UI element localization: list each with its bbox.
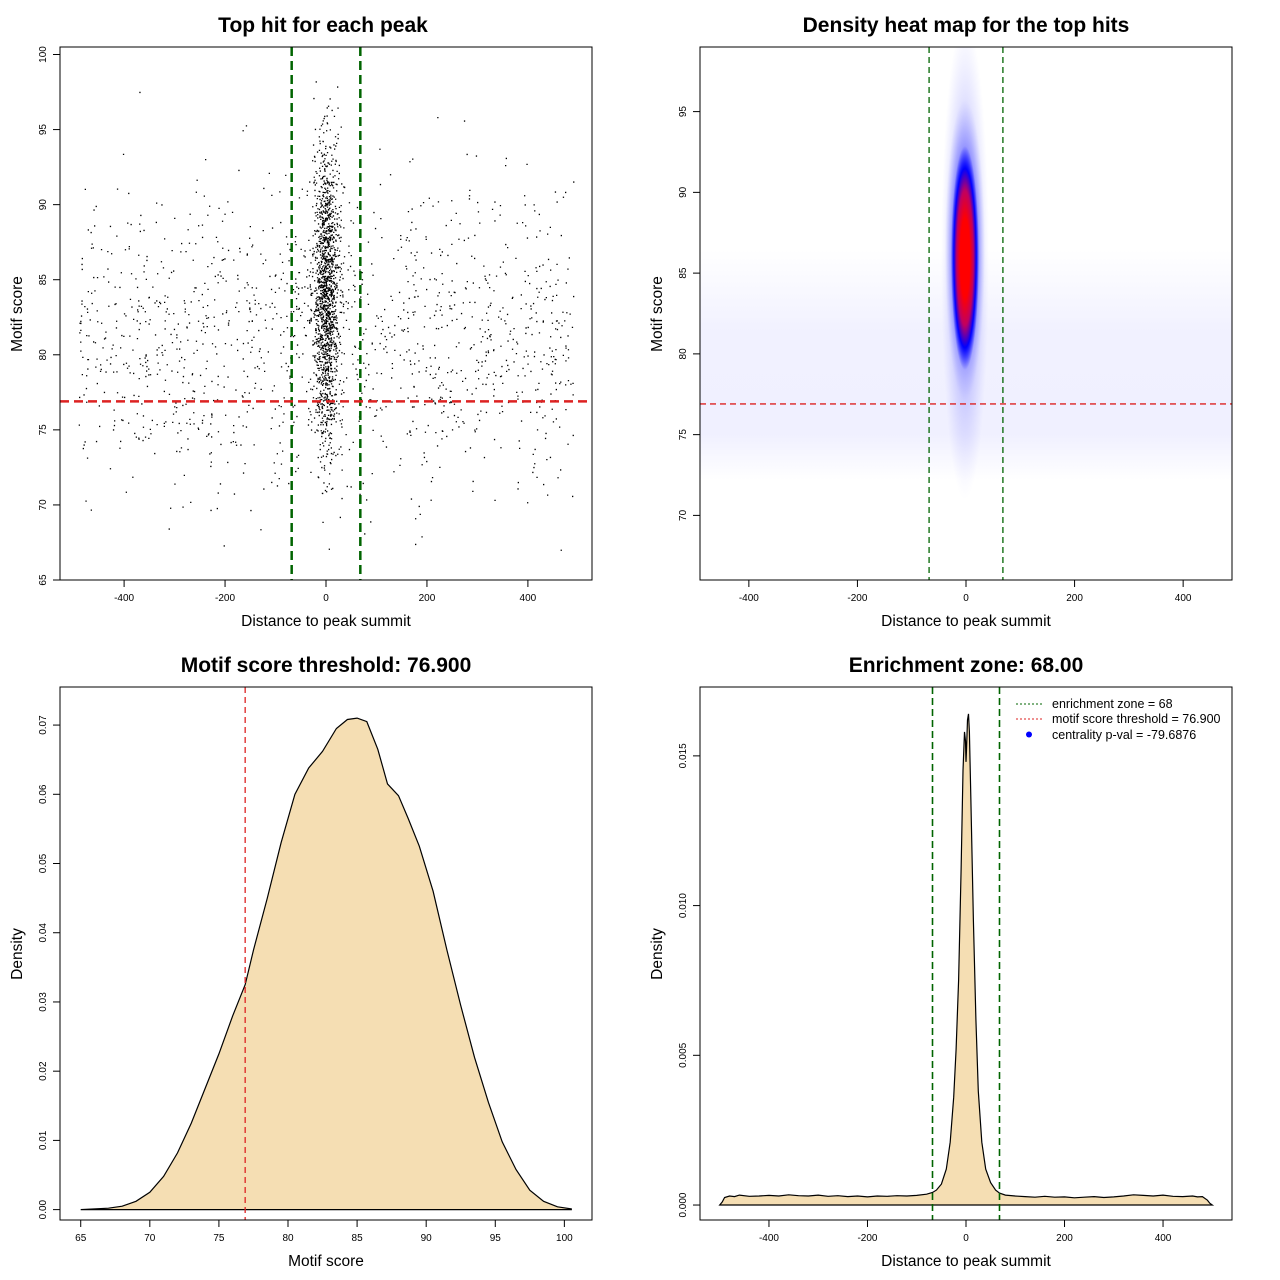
x-tick-label: -400: [759, 1233, 779, 1244]
panel2-title: Density heat map for the top hits: [803, 14, 1130, 37]
y-tick-label: 85: [38, 274, 49, 286]
y-tick-label: 0.005: [678, 1042, 689, 1067]
x-tick-label: 400: [1155, 1233, 1172, 1244]
x-tick-label: 65: [75, 1233, 87, 1244]
x-tick-label: 200: [1056, 1233, 1073, 1244]
panel1-title: Top hit for each peak: [218, 14, 428, 37]
x-tick-label: 200: [1066, 593, 1083, 604]
panel2-ylabel: Motif score: [649, 276, 666, 352]
reference-lines: [931, 687, 1001, 1220]
panel2-xlabel: Distance to peak summit: [881, 613, 1051, 630]
y-tick-label: 95: [678, 106, 689, 118]
y-tick-label: 90: [38, 199, 49, 211]
reference-lines: [700, 47, 1232, 580]
y-tick-label: 65: [38, 574, 49, 586]
x-tick-label: -400: [739, 593, 759, 604]
x-tick-label: 85: [352, 1233, 364, 1244]
x-tick-label: -200: [857, 1233, 877, 1244]
x-tick-label: 70: [144, 1233, 156, 1244]
y-tick-label: 0.05: [38, 853, 49, 873]
y-tick-label: 0.03: [38, 992, 49, 1012]
y-tick-label: 100: [38, 46, 49, 63]
x-tick-label: 95: [490, 1233, 502, 1244]
y-tick-label: 75: [38, 424, 49, 436]
heatmap: [700, 47, 1232, 500]
panel3-ylabel: Density: [9, 928, 26, 980]
panel4-title: Enrichment zone: 68.00: [849, 654, 1084, 677]
density-area: [80, 717, 572, 1211]
y-axis: 65 70 75 80 85 90 95 100: [38, 46, 61, 586]
y-tick-label: 80: [38, 349, 49, 361]
blue-dot-icon: [1026, 731, 1032, 738]
panel-top-hit-scatter: Top hit for each peak -400 -200 0 200 400 65…: [9, 14, 593, 630]
x-axis: -400 -200 0 200 400: [114, 579, 537, 604]
y-tick-label: 95: [38, 124, 49, 136]
y-tick-label: 0.07: [38, 715, 49, 735]
density-curve: [718, 713, 1215, 1206]
y-tick-label: 80: [678, 348, 689, 360]
x-tick-label: -200: [215, 593, 235, 604]
panel-motif-score-density: Motif score threshold: 76.900 65 70 75 80 85…: [9, 654, 593, 1270]
panel4-xlabel: Distance to peak summit: [881, 1253, 1051, 1270]
scatter-point-cloud: [78, 81, 575, 551]
x-axis: 65 70 75 80 85 90 95 100: [75, 1219, 573, 1244]
panel1-xlabel: Distance to peak summit: [241, 613, 411, 630]
x-axis: -400 -200 0 200 400: [739, 579, 1192, 604]
y-tick-label: 0.00: [38, 1199, 49, 1219]
y-tick-label: 85: [678, 267, 689, 279]
x-tick-label: 80: [282, 1233, 294, 1244]
y-axis: 0.00 0.01 0.02 0.03 0.04 0.05 0.06 0.07: [38, 715, 61, 1219]
panel4-ylabel: Density: [649, 928, 666, 980]
panel-enrichment-zone-density: Enrichment zone: 68.00 -400 -200 0 200 400 0…: [649, 654, 1233, 1270]
y-tick-label: 70: [678, 509, 689, 521]
y-axis: 70 75 80 85 90 95: [678, 106, 701, 521]
density-curve: [80, 717, 572, 1211]
scatter-points: [78, 81, 575, 551]
y-tick-label: 0.015: [678, 743, 689, 768]
x-tick-label: 400: [520, 593, 537, 604]
x-tick-label: 0: [963, 593, 969, 604]
y-tick-label: 0.01: [38, 1130, 49, 1150]
x-tick-label: 100: [556, 1233, 573, 1244]
legend-label-pval: centrality p-val = -79.6876: [1052, 728, 1196, 742]
x-tick-label: -400: [114, 593, 134, 604]
y-tick-label: 0.02: [38, 1061, 49, 1081]
x-tick-label: 75: [213, 1233, 225, 1244]
x-tick-label: 200: [419, 593, 436, 604]
panel-density-heatmap: Density heat map for the top hits -400 -2…: [649, 14, 1233, 630]
y-tick-label: 0.000: [678, 1192, 689, 1217]
y-tick-label: 70: [38, 499, 49, 511]
legend-label-threshold: motif score threshold = 76.900: [1052, 712, 1221, 726]
panel3-xlabel: Motif score: [288, 1253, 364, 1270]
legend-label-enrichment: enrichment zone = 68: [1052, 697, 1173, 711]
panel3-title: Motif score threshold: 76.900: [181, 654, 472, 677]
x-tick-label: 400: [1175, 593, 1192, 604]
y-tick-label: 0.06: [38, 784, 49, 804]
y-tick-label: 0.04: [38, 923, 49, 943]
y-axis: 0.000 0.005 0.010 0.015: [678, 743, 701, 1218]
heatmap-hotspot: [951, 146, 979, 370]
x-axis: -400 -200 0 200 400: [759, 1219, 1172, 1244]
x-tick-label: 0: [963, 1233, 969, 1244]
y-tick-label: 0.010: [678, 893, 689, 918]
density-area: [718, 713, 1215, 1206]
x-tick-label: 0: [323, 593, 329, 604]
x-tick-label: 90: [421, 1233, 433, 1244]
panel1-ylabel: Motif score: [9, 276, 26, 352]
reference-lines: [60, 47, 592, 580]
x-tick-label: -200: [847, 593, 867, 604]
y-tick-label: 90: [678, 186, 689, 198]
y-tick-label: 75: [678, 429, 689, 441]
legend: enrichment zone = 68 motif score thresho…: [1016, 697, 1221, 742]
